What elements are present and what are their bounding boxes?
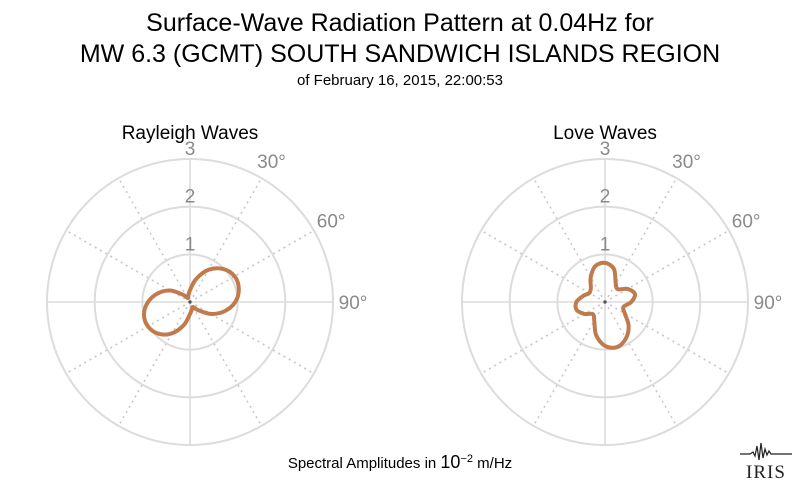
angle-tick-label: 60°	[732, 211, 761, 232]
center-point	[188, 300, 192, 304]
panel-title: Love Waves	[553, 123, 657, 144]
dotted-spoke	[604, 301, 678, 427]
units-suffix: m/Hz	[472, 455, 513, 472]
radial-ring-3	[461, 158, 749, 446]
iris-logo: IRIS	[740, 440, 792, 486]
chart-subtitle: of February 16, 2015, 22:00:53	[297, 72, 503, 89]
angle-tick-label: 90°	[339, 293, 368, 314]
radiation-pattern-line	[141, 266, 241, 337]
chart-title-line-2: MW 6.3 (GCMT) SOUTH SANDWICH ISLANDS REG…	[79, 40, 721, 68]
dotted-spoke	[532, 177, 606, 303]
angle-tick-label: 90°	[754, 293, 783, 314]
angle-tick-label: 30°	[257, 152, 286, 173]
amplitude-units-label: Spectral Amplitudes in 10−2 m/Hz	[0, 452, 800, 473]
radiation-pattern-line	[573, 260, 638, 350]
radial-ring-1	[141, 253, 239, 351]
iris-logo-text: IRIS	[746, 462, 786, 483]
radial-ring-2	[508, 205, 702, 399]
dotted-spoke	[189, 177, 263, 303]
radial-ring-2	[93, 205, 287, 399]
dotted-spoke	[117, 301, 191, 427]
radial-tick-label: 2	[600, 187, 611, 208]
dotted-spoke	[117, 177, 191, 303]
radial-tick-label: 1	[185, 234, 196, 255]
panel-title: Rayleigh Waves	[122, 123, 259, 144]
chart-title-line-1: Surface-Wave Radiation Pattern at 0.04Hz…	[146, 9, 654, 37]
radial-ring-1	[556, 253, 654, 351]
title-block: Surface-Wave Radiation Pattern at 0.04Hz…	[0, 8, 800, 91]
angle-tick-label: 60°	[317, 211, 346, 232]
dotted-spoke	[189, 229, 315, 303]
radial-tick-label: 2	[185, 187, 196, 208]
radial-ring-3	[46, 158, 334, 446]
units-power-exponent: −2	[460, 453, 473, 465]
units-prefix: Spectral Amplitudes in	[287, 455, 441, 472]
dotted-spoke	[65, 301, 191, 375]
dotted-spoke	[480, 229, 606, 303]
love-polar-panel: Love Waves 1 2 3 30° 60° 90°	[461, 123, 783, 446]
angle-tick-label: 30°	[672, 152, 701, 173]
radial-tick-label: 3	[185, 139, 196, 160]
dotted-spoke	[604, 229, 730, 303]
dotted-spoke	[189, 301, 263, 427]
seismogram-icon	[740, 442, 792, 461]
radial-tick-label: 3	[600, 139, 611, 160]
center-point	[603, 300, 607, 304]
radial-tick-label: 1	[600, 234, 611, 255]
units-power-base: 10	[440, 452, 461, 472]
rayleigh-polar-panel: Rayleigh Waves 1 2 3 30° 60° 90°	[46, 123, 368, 446]
